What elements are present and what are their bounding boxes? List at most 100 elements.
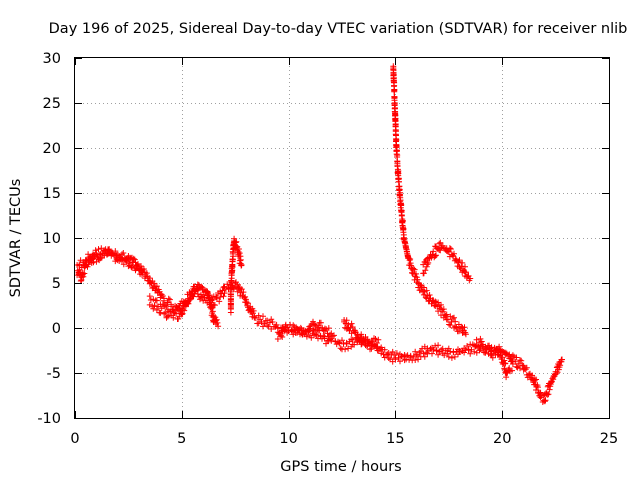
data-point: [486, 342, 493, 349]
data-point: [437, 239, 444, 246]
data-point: [435, 342, 442, 349]
series-8: [473, 335, 516, 381]
data-point: [462, 331, 469, 338]
data-point: [467, 350, 474, 357]
data-point: [362, 334, 369, 340]
data-point: [436, 240, 443, 247]
data-point: [173, 310, 180, 317]
data-point: [477, 346, 484, 353]
data-point: [95, 256, 102, 263]
data-point: [391, 87, 398, 94]
data-point: [298, 330, 305, 337]
data-point: [250, 307, 257, 314]
data-point: [358, 331, 365, 338]
series-3: [227, 235, 245, 316]
data-point: [214, 319, 221, 326]
data-point: [268, 316, 275, 323]
data-point: [345, 345, 352, 352]
data-point: [430, 248, 437, 255]
data-point: [358, 341, 365, 348]
data-point: [255, 320, 262, 327]
data-point: [215, 323, 222, 330]
axis-ticks: 0 5 10 15 20 25 -10 -5 0 5 10 15 20 25 30: [37, 51, 618, 447]
data-point: [423, 263, 430, 270]
data-point: [88, 260, 95, 266]
x-tick-label: 25: [600, 431, 618, 447]
data-point: [537, 389, 543, 396]
data-point: [423, 287, 430, 294]
data-point: [178, 310, 185, 317]
data-point: [517, 357, 523, 364]
data-point: [151, 302, 158, 309]
data-point: [178, 307, 185, 314]
data-point: [273, 321, 280, 328]
data-point: [438, 301, 444, 308]
data-point: [137, 271, 144, 278]
data-point: [424, 261, 431, 268]
data-point: [357, 334, 364, 341]
data-point: [234, 281, 241, 288]
data-point: [260, 323, 266, 330]
data-point: [471, 348, 478, 355]
data-point: [548, 379, 555, 386]
data-point: [76, 261, 83, 268]
data-point: [412, 357, 419, 363]
data-point: [477, 335, 484, 342]
data-point: [533, 376, 539, 383]
data-point: [478, 338, 485, 345]
data-point: [559, 356, 565, 363]
data-point: [444, 248, 451, 255]
data-point: [117, 256, 124, 263]
data-point: [90, 255, 96, 262]
data-point: [554, 369, 561, 376]
data-point: [445, 353, 452, 360]
data-point: [447, 322, 454, 329]
data-point: [351, 341, 358, 348]
data-point: [303, 332, 310, 339]
data-point: [323, 340, 329, 347]
data-point: [440, 306, 447, 313]
data-point: [217, 294, 224, 300]
data-point: [190, 293, 197, 300]
data-point: [81, 262, 88, 269]
data-point: [428, 300, 435, 307]
y-tick-label: -5: [47, 366, 61, 382]
data-point: [542, 397, 549, 404]
data-point: [456, 257, 463, 264]
data-point: [164, 313, 171, 320]
x-tick-label: 10: [279, 431, 297, 447]
data-point: [112, 248, 119, 255]
data-point: [423, 349, 430, 356]
data-point: [138, 268, 145, 275]
data-point: [483, 345, 490, 352]
data-point: [461, 324, 468, 331]
data-point: [451, 353, 458, 360]
data-point: [208, 299, 214, 306]
data-point: [476, 347, 483, 354]
data-point: [451, 250, 457, 257]
data-point: [410, 265, 417, 272]
data-point: [82, 258, 89, 264]
data-point: [94, 252, 101, 259]
data-point: [476, 339, 483, 346]
data-point: [496, 346, 503, 353]
series-7: [420, 239, 474, 284]
data-point: [92, 247, 99, 254]
data-point: [459, 259, 466, 266]
data-point: [525, 371, 532, 378]
data-point: [537, 394, 544, 401]
data-point: [170, 314, 177, 321]
data-point: [266, 319, 273, 326]
data-point: [447, 246, 454, 252]
data-point: [412, 348, 419, 355]
y-tick-label: 0: [52, 321, 61, 337]
data-point: [441, 352, 448, 359]
data-point: [451, 314, 457, 321]
data-point: [535, 384, 541, 391]
data-point: [437, 247, 444, 254]
data-point: [426, 292, 433, 298]
data-point: [279, 334, 286, 340]
data-point: [392, 121, 399, 127]
data-point: [400, 226, 407, 233]
data-point: [474, 343, 481, 350]
